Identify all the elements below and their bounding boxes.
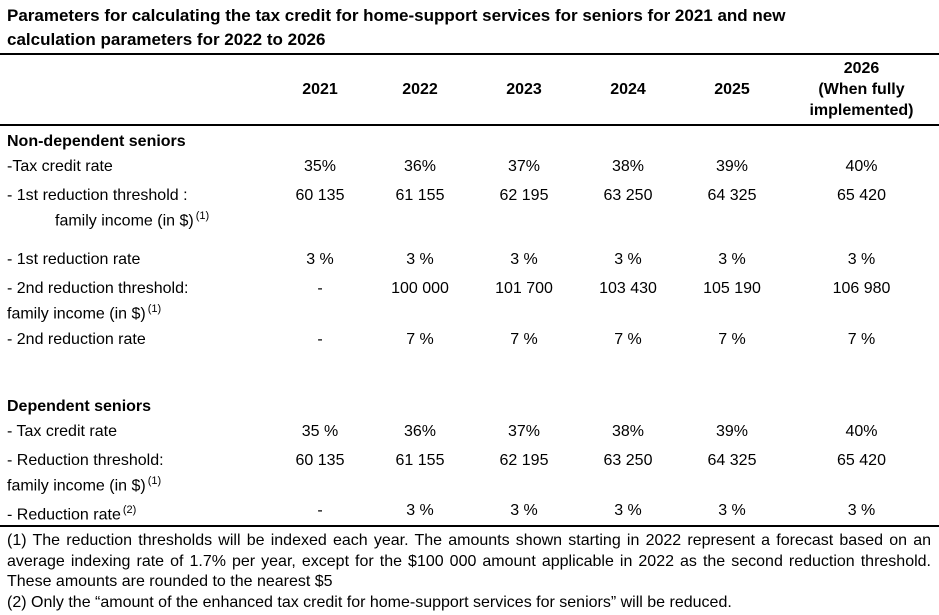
value-cell: 7 % xyxy=(510,330,538,348)
value-cell: 60 135 xyxy=(295,187,345,204)
section-title: Non-dependent seniors xyxy=(7,133,186,150)
value-cell: 3 % xyxy=(847,251,876,269)
row-label: - 1st reduction rate xyxy=(7,251,141,269)
value-cell: 3 % xyxy=(510,501,538,519)
row-label: - Tax credit rate xyxy=(7,422,117,440)
row-label-line2: family income (in $) (1) xyxy=(7,471,272,496)
value-cell: - xyxy=(317,280,323,298)
table-title: Parameters for calculating the tax credi… xyxy=(0,0,939,55)
value-cell: 103 430 xyxy=(599,280,657,298)
col-header-2026: 2026 (When fully implemented) xyxy=(784,55,939,126)
value-cell: 3 % xyxy=(406,251,434,269)
value-cell: 37% xyxy=(507,158,541,175)
footnote-ref-1: (1) xyxy=(195,210,210,222)
row-label-line1: - 1st reduction threshold : xyxy=(7,187,188,204)
value-cell: 38% xyxy=(611,158,645,175)
table-row: - 1st reduction threshold : family incom… xyxy=(0,177,939,231)
value-cell: 3 % xyxy=(614,501,642,519)
value-cell: 64 325 xyxy=(707,187,757,204)
value-cell: 3 % xyxy=(847,501,876,519)
table-row: - Tax credit rate 35 % 36% 37% 38% 39% 4… xyxy=(0,417,939,442)
row-label-line2-text: family income (in $) xyxy=(7,305,146,323)
row-label-line2-text: family income (in $) xyxy=(55,212,194,230)
value-cell: 63 250 xyxy=(603,187,653,204)
value-cell: 65 420 xyxy=(837,451,886,469)
row-label: - Reduction rate (2) xyxy=(0,496,272,525)
value-cell: 38% xyxy=(611,422,645,440)
value-cell: 7 % xyxy=(406,330,434,348)
value-cell: 36% xyxy=(403,158,437,175)
row-label-line2: family income (in $) (1) xyxy=(7,206,272,231)
col-header-2022: 2022 xyxy=(368,55,472,126)
value-cell: 3 % xyxy=(510,251,538,269)
row-label: - 2nd reduction rate xyxy=(7,330,146,348)
row-label-line2: family income (in $) (1) xyxy=(7,299,272,324)
row-label-line1: - Reduction threshold: xyxy=(7,451,164,469)
row-label-line2-text: family income (in $) xyxy=(7,476,146,494)
value-cell: 3 % xyxy=(718,501,746,519)
table-body: Non-dependent seniors -Tax credit rate 3… xyxy=(0,125,939,525)
value-cell: 7 % xyxy=(718,330,746,348)
value-cell: 64 325 xyxy=(707,451,757,469)
table-row: - 2nd reduction threshold: family income… xyxy=(0,270,939,324)
row-label-line1: - Reduction rate xyxy=(7,506,121,524)
value-cell: 105 190 xyxy=(703,280,761,298)
header-row: 2021 2022 2023 2024 2025 2026 (When full… xyxy=(0,55,939,126)
value-cell: 61 155 xyxy=(395,187,445,204)
value-cell: 37% xyxy=(507,422,541,440)
row-label: - 1st reduction threshold : family incom… xyxy=(0,177,272,231)
value-cell: 62 195 xyxy=(499,187,549,204)
value-cell: 39% xyxy=(715,422,749,440)
table-row: - 2nd reduction rate - 7 % 7 % 7 % 7 % 7… xyxy=(0,325,939,350)
table-row: -Tax credit rate 35% 36% 37% 38% 39% 40% xyxy=(0,152,939,177)
table-row: - 1st reduction rate 3 % 3 % 3 % 3 % 3 %… xyxy=(0,231,939,270)
value-cell: 40% xyxy=(845,422,878,440)
table-header: 2021 2022 2023 2024 2025 2026 (When full… xyxy=(0,55,939,126)
footnote-ref-1: (1) xyxy=(147,474,162,487)
value-cell: - xyxy=(317,330,323,348)
table-row: - Reduction threshold: family income (in… xyxy=(0,442,939,496)
col-header-2024: 2024 xyxy=(576,55,680,126)
value-cell: 100 000 xyxy=(391,280,449,298)
footnotes: (1) The reduction thresholds will be ind… xyxy=(0,525,939,615)
row-label: - 2nd reduction threshold: family income… xyxy=(0,270,272,324)
row-label: -Tax credit rate xyxy=(7,158,113,175)
col-header-2023: 2023 xyxy=(472,55,576,126)
row-label-line1: - 2nd reduction threshold: xyxy=(7,280,189,298)
value-cell: 106 980 xyxy=(832,280,891,298)
row-label: - Reduction threshold: family income (in… xyxy=(0,442,272,496)
value-cell: 65 420 xyxy=(837,187,886,204)
value-cell: 39% xyxy=(715,158,749,175)
value-cell: 3 % xyxy=(614,251,642,269)
footnote-ref-2: (2) xyxy=(122,503,137,516)
value-cell: 62 195 xyxy=(499,451,549,469)
footnote-2: (2) Only the “amount of the enhanced tax… xyxy=(7,593,732,611)
col-header-label xyxy=(0,55,272,126)
value-cell: 63 250 xyxy=(603,451,653,469)
parameters-table: 2021 2022 2023 2024 2025 2026 (When full… xyxy=(0,55,939,525)
value-cell: - xyxy=(317,501,323,519)
value-cell: 40% xyxy=(845,158,878,175)
section-header-row: Non-dependent seniors xyxy=(0,125,939,152)
value-cell: 35% xyxy=(303,158,337,175)
value-cell: 61 155 xyxy=(395,451,445,469)
value-cell: 3 % xyxy=(306,251,334,269)
value-cell: 3 % xyxy=(718,251,746,269)
section-header-row: Dependent seniors xyxy=(0,396,939,417)
value-cell: 101 700 xyxy=(495,280,553,298)
value-cell: 60 135 xyxy=(295,451,345,469)
value-cell: 36% xyxy=(403,422,437,440)
value-cell: 7 % xyxy=(614,330,642,348)
footnote-ref-1: (1) xyxy=(147,303,162,316)
table-row: - Reduction rate (2) - 3 % 3 % 3 % 3 % 3 … xyxy=(0,496,939,525)
section-spacer xyxy=(0,350,939,396)
section-title: Dependent seniors xyxy=(7,397,152,415)
value-cell: 7 % xyxy=(847,330,876,348)
footnote-1: (1) The reduction thresholds will be ind… xyxy=(7,532,931,591)
col-header-2021: 2021 xyxy=(272,55,368,126)
value-cell: 3 % xyxy=(406,501,434,519)
col-header-2025: 2025 xyxy=(680,55,784,126)
value-cell: 35 % xyxy=(301,422,339,440)
